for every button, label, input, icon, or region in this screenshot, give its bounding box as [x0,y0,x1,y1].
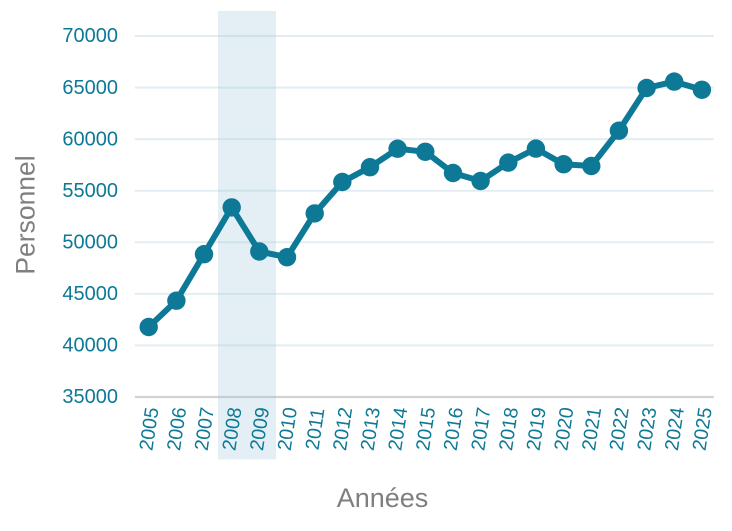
svg-text:Années: Années [337,483,429,513]
svg-text:Personnel: Personnel [11,155,41,274]
svg-text:50000: 50000 [62,231,118,253]
svg-text:40000: 40000 [62,335,118,357]
svg-text:45000: 45000 [62,283,118,305]
svg-text:70000: 70000 [62,25,118,47]
svg-text:35000: 35000 [62,386,118,408]
svg-text:55000: 55000 [62,180,118,202]
svg-text:60000: 60000 [62,128,118,150]
svg-text:65000: 65000 [62,77,118,99]
